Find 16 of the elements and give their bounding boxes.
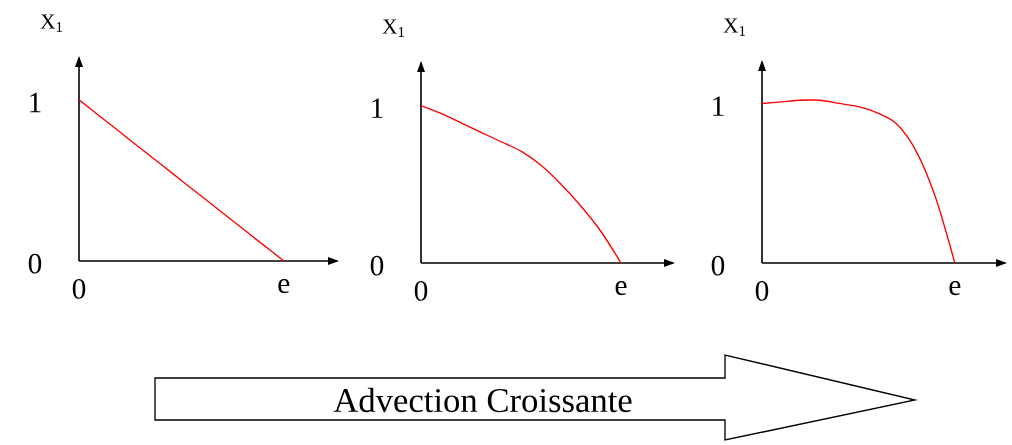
x-tick-label: e [615, 281, 627, 296]
text: Advection Croissante [333, 387, 632, 413]
y-tick-label: 1 [372, 98, 383, 118]
y-axis-title: X$_{1}$ [40, 14, 63, 32]
y-tick-label: 1 [713, 96, 724, 116]
line-series [761, 99, 956, 264]
line-series [420, 104, 622, 264]
x-tick-label: 0 [414, 281, 428, 301]
x-tick-label: e [949, 281, 961, 296]
y-axis-title: X$_{1}$ [723, 18, 746, 36]
y-axis-title: X$_{1}$ [382, 19, 405, 37]
line-series [78, 99, 285, 262]
x-tick-label: 0 [72, 279, 86, 299]
x-tick-label: e [278, 279, 290, 294]
x-tick-label: 0 [755, 281, 769, 301]
y-tick-label: 1 [30, 92, 41, 113]
